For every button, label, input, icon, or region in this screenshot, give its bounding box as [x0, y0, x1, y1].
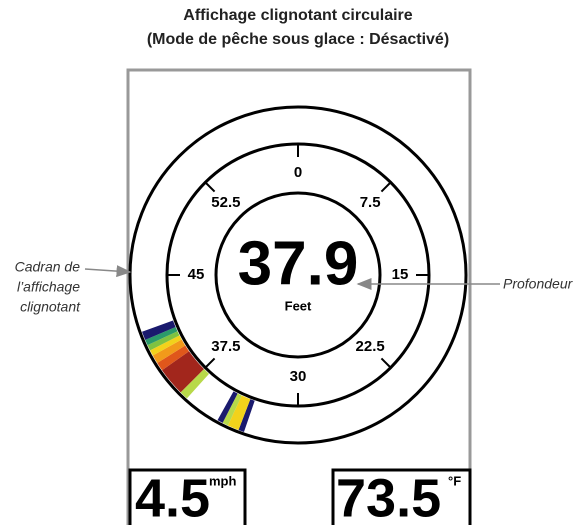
dial-tick: [204, 181, 216, 193]
title-line: (Mode de pêche sous glace : Désactivé): [147, 31, 449, 48]
depth-value: 37.9: [238, 229, 359, 298]
temperature-box: [331, 468, 472, 525]
flasher-signal: [217, 391, 238, 423]
dial-tick: [380, 357, 392, 369]
dial-label: 15: [392, 266, 409, 283]
flasher-signal: [180, 369, 210, 399]
dial-tick: [380, 181, 392, 193]
flasher-signal: [145, 326, 178, 346]
depth-unit: Feet: [285, 298, 312, 313]
dial-label: 52.5: [211, 194, 240, 211]
callout-line: [84, 265, 132, 278]
flasher-signal: [238, 399, 255, 432]
dial-label: 7.5: [360, 194, 381, 211]
dial-label: 22.5: [356, 338, 385, 355]
flasher-signal: [152, 339, 186, 363]
temperature-unit: °F: [448, 473, 461, 488]
inner-ring: [214, 191, 382, 359]
callout-label: clignotant: [20, 299, 81, 315]
flasher-signal: [157, 345, 190, 371]
title-line: Affichage clignotant circulaire: [183, 7, 412, 24]
speed-value: 4.5: [135, 468, 210, 525]
dial-label: 30: [290, 368, 307, 385]
flasher-signal: [227, 395, 251, 430]
flasher-signal: [162, 351, 204, 393]
flasher-signal: [222, 393, 242, 426]
speed-unit: mph: [209, 473, 237, 488]
dial-label: 0: [294, 164, 302, 181]
callout-label: l’affichage: [17, 279, 80, 295]
callout-label: Cadran de: [15, 259, 81, 275]
flasher-signal: [150, 335, 182, 356]
speed-box: [128, 468, 247, 525]
dial-label: 37.5: [211, 338, 240, 355]
dial-label: 45: [188, 266, 205, 283]
dial-tick: [204, 357, 216, 369]
flasher-signal: [147, 331, 180, 351]
temperature-value: 73.5: [336, 468, 441, 525]
flasher-signal: [142, 320, 176, 340]
callout-label: Profondeur: [503, 276, 574, 292]
